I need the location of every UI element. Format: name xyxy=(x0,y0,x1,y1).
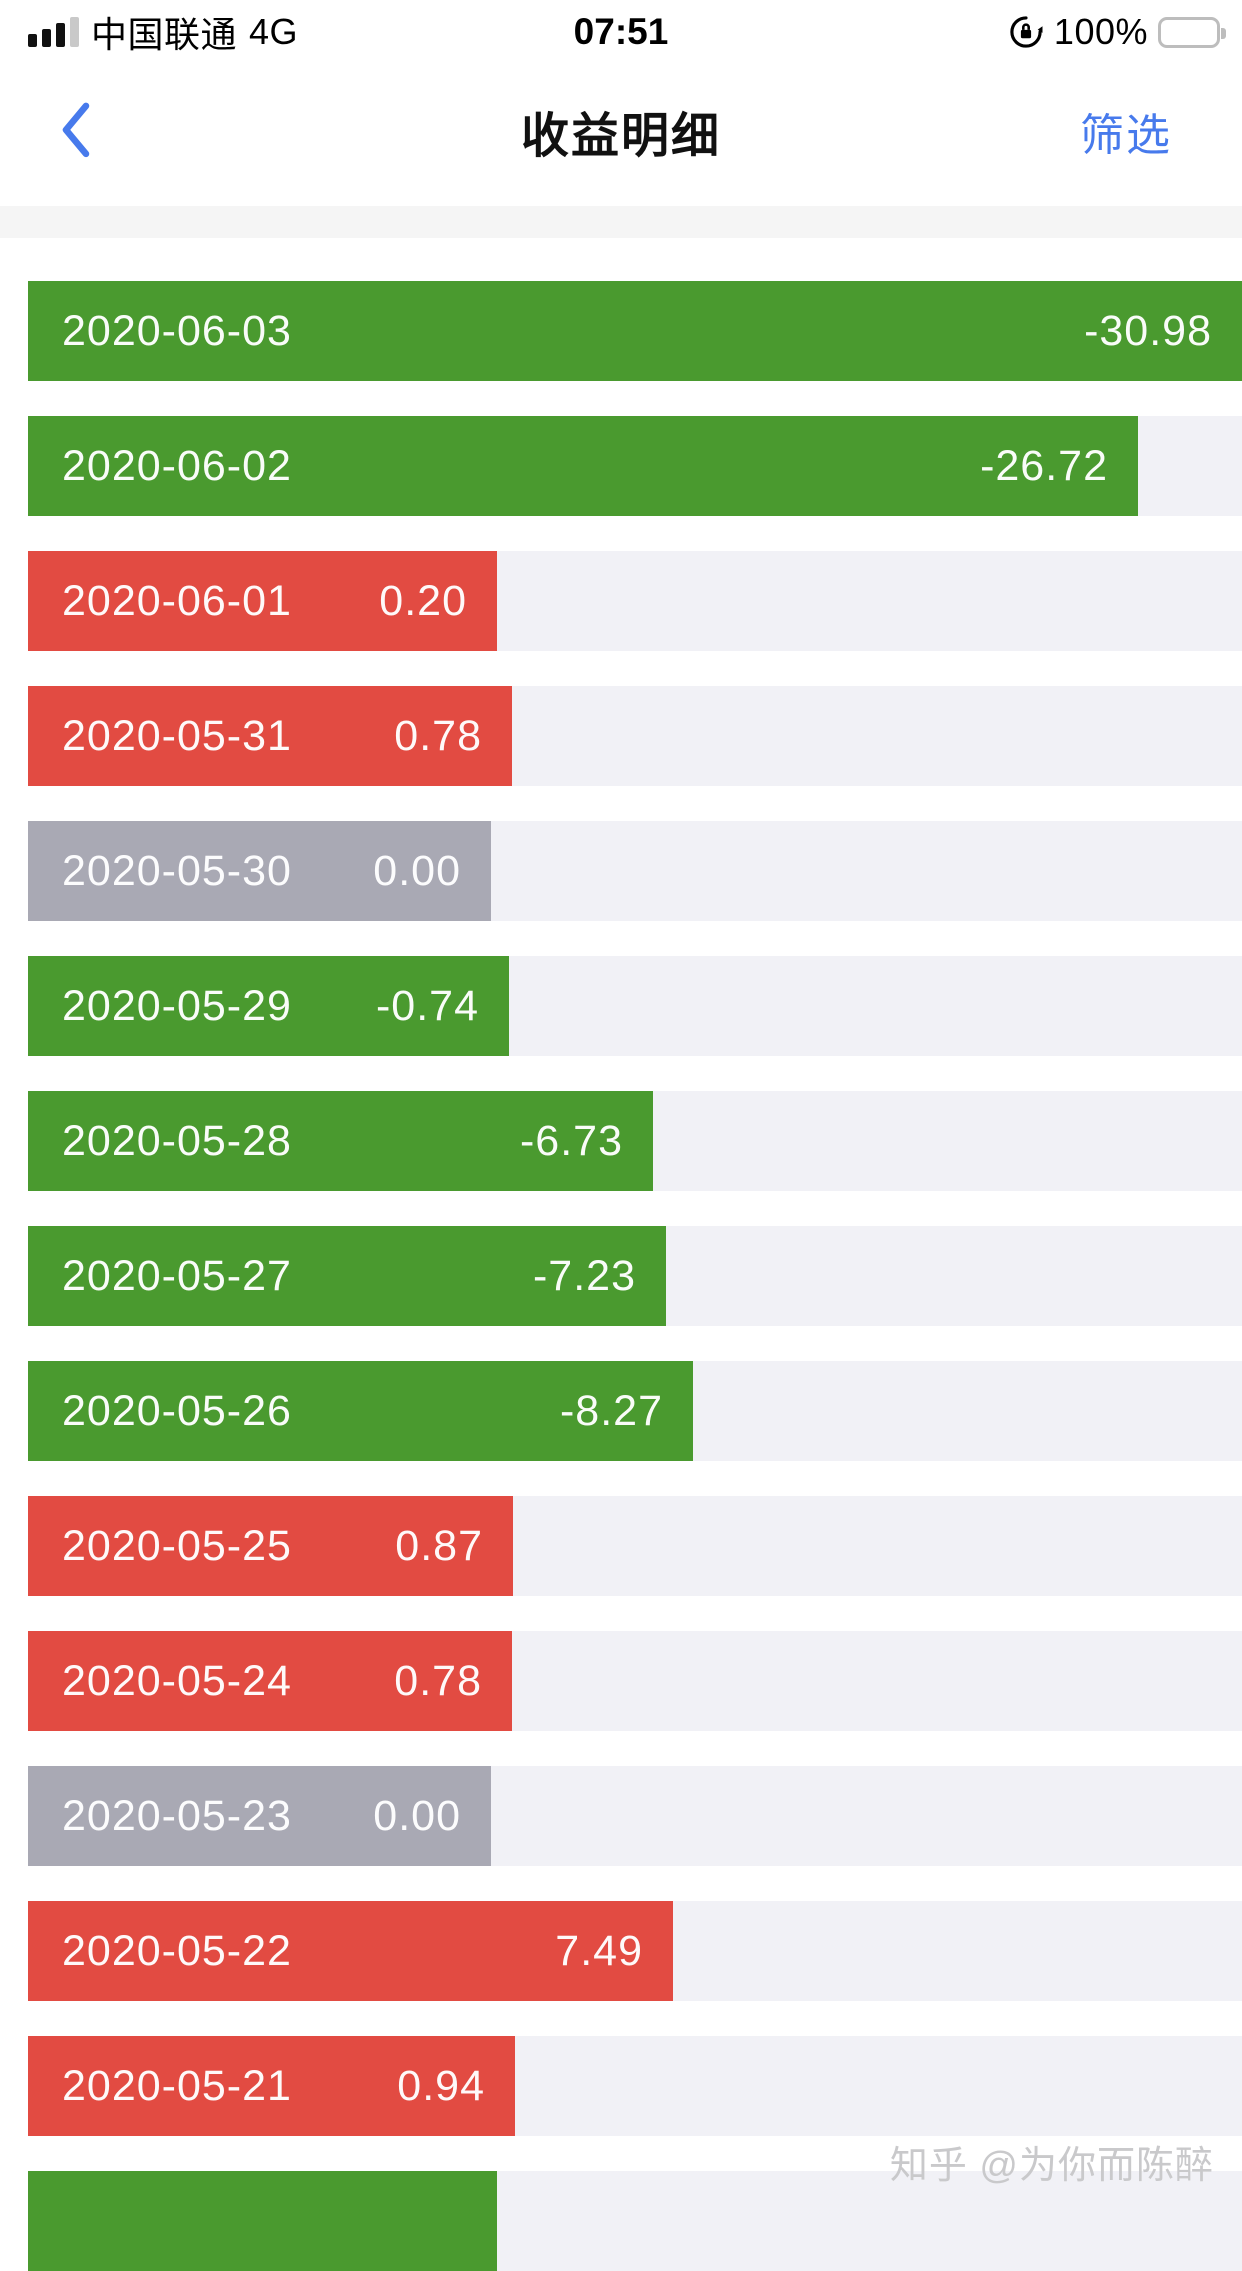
back-button[interactable] xyxy=(56,98,100,162)
row-value: -30.98 xyxy=(1084,306,1212,355)
row-date: 2020-06-01 xyxy=(62,576,292,625)
row-value: 7.49 xyxy=(555,1926,643,1975)
row-value: -0.74 xyxy=(375,981,479,1030)
profit-row[interactable]: 2020-06-03 -30.98 xyxy=(28,281,1242,381)
rotation-lock-icon xyxy=(1008,14,1044,50)
profit-row[interactable]: 2020-05-24 0.78 xyxy=(28,1631,1242,1731)
header-divider-strip xyxy=(0,206,1242,238)
profit-row[interactable]: 2020-06-01 0.20 xyxy=(28,551,1242,651)
row-date: 2020-05-30 xyxy=(62,846,292,895)
row-value: -7.23 xyxy=(532,1251,636,1300)
profit-bar: 2020-05-27 -7.23 xyxy=(28,1226,666,1326)
row-value: 0.94 xyxy=(397,2061,485,2110)
nav-bar: 收益明细 筛选 xyxy=(0,64,1242,206)
profit-bar: 2020-06-02 -26.72 xyxy=(28,416,1138,516)
profit-row[interactable]: 2020-05-22 7.49 xyxy=(28,1901,1242,2001)
profit-bar: 2020-05-21 0.94 xyxy=(28,2036,515,2136)
status-bar: 中国联通 4G 07:51 100% xyxy=(0,0,1242,64)
watermark-text: 知乎 @为你而陈醉 xyxy=(889,2145,1214,2187)
row-date: 2020-05-22 xyxy=(62,1926,292,1975)
row-value: 0.87 xyxy=(395,1521,483,1570)
profit-row[interactable]: 2020-05-21 0.94 xyxy=(28,2036,1242,2136)
profit-bar: 2020-05-25 0.87 xyxy=(28,1496,513,1596)
row-value: -8.27 xyxy=(559,1386,663,1435)
profit-bar: 2020-06-01 0.20 xyxy=(28,551,497,651)
row-value: 0.00 xyxy=(373,846,461,895)
row-date: 2020-06-02 xyxy=(62,441,292,490)
network-type-label: 4G xyxy=(249,11,299,52)
row-date: 2020-05-27 xyxy=(62,1251,292,1300)
page-title: 收益明细 xyxy=(520,109,721,163)
battery-icon xyxy=(1158,16,1226,48)
profit-row[interactable]: 2020-05-30 0.00 xyxy=(28,821,1242,921)
row-value: -26.72 xyxy=(980,441,1108,490)
row-date: 2020-05-31 xyxy=(62,711,292,760)
profit-bar: 2020-05-23 0.00 xyxy=(28,1766,491,1866)
profit-bar: 2020-05-30 0.00 xyxy=(28,821,491,921)
row-date: 2020-05-24 xyxy=(62,1656,292,1705)
profit-bar: 2020-05-28 -6.73 xyxy=(28,1091,653,1191)
row-value: 0.20 xyxy=(379,576,467,625)
profit-bar: 2020-06-03 -30.98 xyxy=(28,281,1242,381)
row-date: 2020-05-28 xyxy=(62,1116,292,1165)
profit-row[interactable]: 2020-05-31 0.78 xyxy=(28,686,1242,786)
profit-row[interactable]: 2020-05-26 -8.27 xyxy=(28,1361,1242,1461)
row-value: 0.78 xyxy=(394,1656,482,1705)
profit-row[interactable]: 2020-05-23 0.00 xyxy=(28,1766,1242,1866)
filter-button[interactable]: 筛选 xyxy=(1080,111,1172,161)
profit-row[interactable]: 2020-05-29 -0.74 xyxy=(28,956,1242,1056)
status-right-group: 100% xyxy=(1008,0,1226,64)
row-date: 2020-05-25 xyxy=(62,1521,292,1570)
profit-list: 2020-06-03 -30.98 2020-06-02 -26.72 2020-06-… xyxy=(0,238,1242,2271)
profit-bar xyxy=(28,2171,497,2271)
profit-row[interactable]: 2020-05-28 -6.73 xyxy=(28,1091,1242,1191)
row-date: 2020-05-21 xyxy=(62,2061,292,2110)
chevron-left-icon xyxy=(62,102,90,158)
profit-bar: 2020-05-22 7.49 xyxy=(28,1901,673,2001)
row-date: 2020-05-29 xyxy=(62,981,292,1030)
row-date: 2020-05-26 xyxy=(62,1386,292,1435)
profit-bar: 2020-05-24 0.78 xyxy=(28,1631,512,1731)
cellular-signal-icon xyxy=(28,17,79,47)
carrier-label: 中国联通 xyxy=(91,14,238,55)
profit-row[interactable]: 2020-06-02 -26.72 xyxy=(28,416,1242,516)
profit-row[interactable]: 2020-05-25 0.87 xyxy=(28,1496,1242,1596)
profit-bar: 2020-05-29 -0.74 xyxy=(28,956,509,1056)
row-date: 2020-05-23 xyxy=(62,1791,292,1840)
row-value: 0.78 xyxy=(394,711,482,760)
status-left-group: 中国联通 4G xyxy=(28,0,298,64)
profit-bar: 2020-05-26 -8.27 xyxy=(28,1361,693,1461)
profit-bar: 2020-05-31 0.78 xyxy=(28,686,512,786)
row-date: 2020-06-03 xyxy=(62,306,292,355)
row-value: -6.73 xyxy=(519,1116,623,1165)
row-value: 0.00 xyxy=(373,1791,461,1840)
profit-row[interactable]: 2020-05-27 -7.23 xyxy=(28,1226,1242,1326)
status-time: 07:51 xyxy=(573,11,669,52)
battery-percent-label: 100% xyxy=(1053,11,1148,52)
